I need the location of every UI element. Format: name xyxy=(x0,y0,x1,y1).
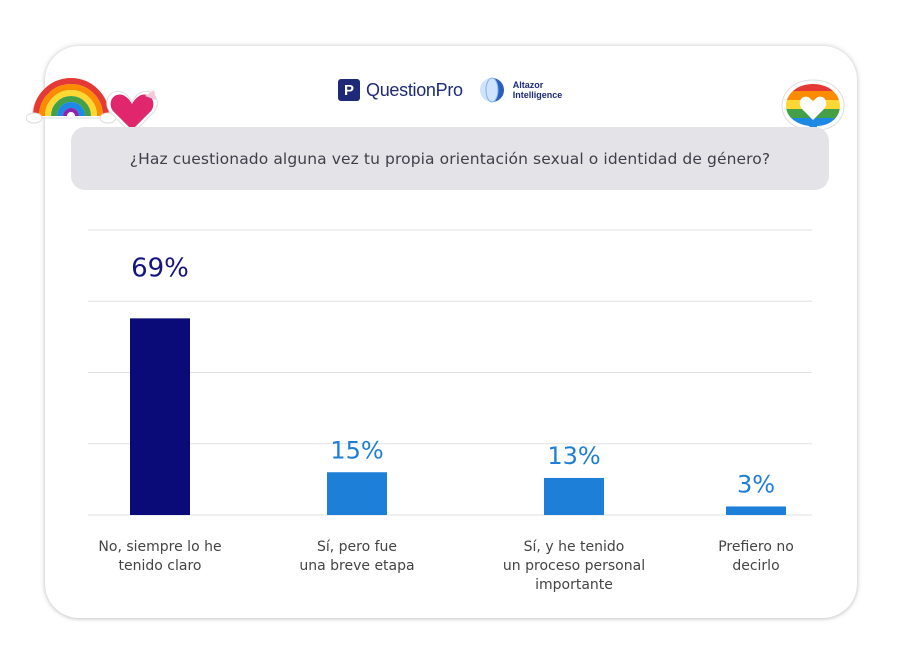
altazor-globe-icon xyxy=(479,77,504,103)
logo-bar: P QuestionPro Altazor Intelligence xyxy=(338,72,562,108)
category-label-line: Sí, y he tenido xyxy=(523,539,625,555)
category-label-line: Sí, pero fue xyxy=(316,539,398,555)
bar-value-label: 13% xyxy=(547,442,600,470)
bar xyxy=(726,506,786,515)
category-label: Sí, pero fue una breve etapa xyxy=(262,538,452,576)
bar xyxy=(544,477,604,515)
category-label-line: una breve etapa xyxy=(299,558,415,574)
category-label: No, siempre lo he tenido claro xyxy=(65,538,255,576)
questionpro-logo-text: QuestionPro xyxy=(366,79,463,100)
bar-value-label: 69% xyxy=(131,253,189,283)
bar xyxy=(130,318,190,515)
category-label-line: Prefiero no xyxy=(718,539,794,555)
rainbow-heart-bubble-icon xyxy=(781,79,845,142)
bar xyxy=(327,472,387,515)
question-banner: ¿Haz cuestionado alguna vez tu propia or… xyxy=(71,127,829,190)
category-label: Prefiero no decirlo xyxy=(661,538,851,576)
rainbow-sticker-icon xyxy=(26,78,116,124)
category-label: Sí, y he tenido un proceso personal import… xyxy=(479,538,669,595)
heart-sticker-icon xyxy=(106,90,158,135)
category-label-line: un proceso personal xyxy=(502,558,646,574)
bar-value-label: 15% xyxy=(330,436,383,464)
questionpro-logo-icon: P xyxy=(338,79,360,101)
bar-value-label: 3% xyxy=(737,470,775,498)
category-label-line: No, siempre lo he xyxy=(98,539,222,555)
category-label-line: tenido claro xyxy=(118,558,202,574)
category-label-line: decirlo xyxy=(732,558,780,574)
altazor-logo-text: Altazor Intelligence xyxy=(512,80,563,100)
category-label-line: importante xyxy=(535,577,613,593)
